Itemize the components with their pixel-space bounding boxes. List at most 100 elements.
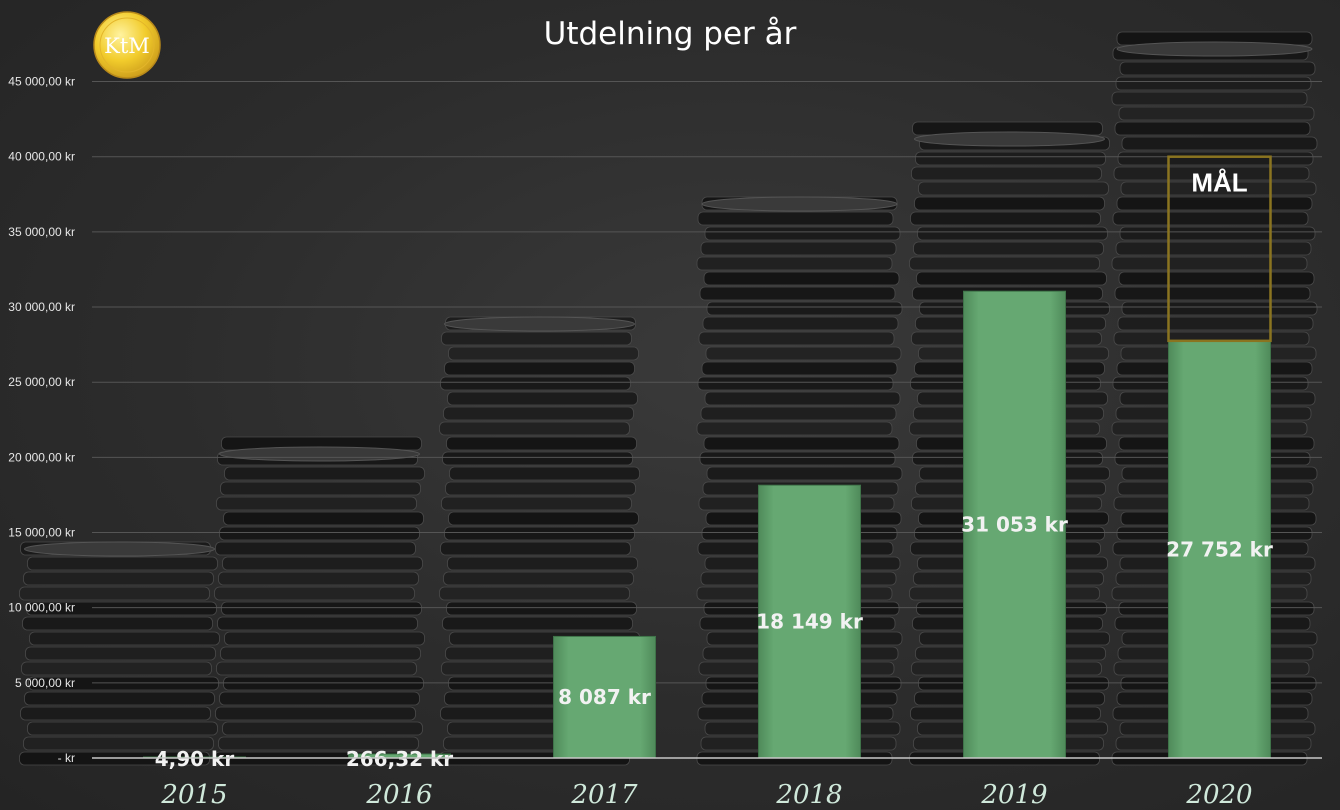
data-label: 18 149 kr — [756, 610, 863, 634]
coin-layer — [706, 301, 903, 316]
coin-layer — [20, 706, 211, 721]
data-label: 4,90 kr — [155, 747, 235, 771]
coin-layer — [706, 466, 903, 481]
coin-layer — [704, 391, 901, 406]
coin-layer — [911, 166, 1102, 181]
coin-layer — [1114, 121, 1311, 136]
coin-layer — [23, 571, 214, 586]
coin-layer — [215, 541, 416, 556]
coin-layer — [444, 526, 635, 541]
coin-layer — [696, 421, 893, 436]
coin-layer — [913, 241, 1104, 256]
y-tick-label: 25 000,00 kr — [8, 375, 75, 389]
coin-layer — [19, 586, 210, 601]
coin-layer — [704, 226, 901, 241]
bar — [758, 484, 861, 759]
coin-layer — [220, 481, 421, 496]
coin-layer — [446, 436, 637, 451]
coin-layer — [1118, 106, 1315, 121]
coin-top — [24, 541, 215, 557]
category-label: 2017 — [570, 780, 638, 810]
goal-label: MÅL — [1191, 168, 1247, 198]
y-tick-label: 10 000,00 kr — [8, 601, 75, 615]
coin-layer — [440, 376, 631, 391]
data-label: 8 087 kr — [558, 685, 651, 709]
ktm-logo: KtM — [93, 11, 161, 79]
chart-title: Utdelning per år — [544, 16, 797, 52]
coin-layer — [27, 721, 218, 736]
category-label: 2019 — [980, 780, 1047, 810]
bars — [143, 290, 1271, 759]
coin-top — [219, 446, 420, 462]
category-label: 2015 — [160, 780, 227, 810]
coin-layer — [224, 466, 425, 481]
coin-layer — [914, 196, 1105, 211]
coin-layer — [909, 256, 1100, 271]
coin-layer — [443, 406, 634, 421]
logo-text: KtM — [104, 34, 150, 58]
goal-marker: MÅL — [1167, 155, 1272, 343]
coin-layer — [1117, 316, 1314, 331]
goal-box — [1167, 155, 1272, 343]
category-label: 2018 — [775, 780, 842, 810]
coin-top — [1116, 41, 1313, 57]
coin-layer — [703, 271, 900, 286]
coin-layer — [705, 346, 902, 361]
y-tick-label: 20 000,00 kr — [8, 450, 75, 464]
y-tick-label: 5 000,00 kr — [15, 676, 75, 690]
coin-layer — [1114, 286, 1311, 301]
coin-top — [701, 196, 898, 212]
y-tick-label: 15 000,00 kr — [8, 526, 75, 540]
coin-layer — [219, 526, 420, 541]
category-label: 2016 — [365, 780, 432, 810]
coin-layer — [1119, 61, 1316, 76]
coin-layer — [216, 496, 417, 511]
coin-layer — [444, 361, 635, 376]
coin-layer — [217, 616, 418, 631]
coin-layer — [917, 226, 1108, 241]
coin-layer — [696, 256, 893, 271]
data-labels: 4,90 kr 266,32 kr 8 087 kr 18 149 kr 31 053 … — [155, 513, 1273, 771]
coin-layer — [1118, 271, 1315, 286]
coin-layer — [219, 691, 420, 706]
coin-layer — [703, 436, 900, 451]
coin-layer — [445, 481, 636, 496]
coin-layer — [439, 586, 630, 601]
coin-layer — [1111, 91, 1308, 106]
coin-layer — [27, 556, 218, 571]
coin-layer — [222, 721, 423, 736]
y-axis-tick-labels: - kr 5 000,00 kr 10 000,00 kr 15 000,00 kr 2… — [8, 75, 75, 765]
coin-layer — [218, 736, 419, 751]
coin-layer — [697, 211, 894, 226]
coin-layer — [916, 271, 1107, 286]
coin-layer — [442, 616, 633, 631]
coin-layer — [441, 331, 632, 346]
coin-layer — [439, 421, 630, 436]
y-tick-label: 35 000,00 kr — [8, 225, 75, 239]
coin-layer — [443, 571, 634, 586]
gridlines — [92, 81, 1322, 684]
category-label: 2020 — [1185, 780, 1252, 810]
data-label: 27 752 kr — [1166, 537, 1273, 561]
coin-layer — [447, 391, 638, 406]
coin-layer — [25, 646, 216, 661]
coin-layer — [1121, 301, 1318, 316]
coin-stack — [214, 436, 425, 766]
coin-layer — [910, 211, 1101, 226]
coin-layer — [448, 511, 639, 526]
coin-layer — [220, 646, 421, 661]
data-label: 31 053 kr — [961, 513, 1068, 537]
coin-layer — [22, 616, 213, 631]
coin-layer — [21, 661, 212, 676]
coin-layer — [442, 451, 633, 466]
coin-layer — [440, 541, 631, 556]
coin-layer — [449, 466, 640, 481]
data-label: 266,32 kr — [346, 747, 453, 771]
coin-layer — [1115, 76, 1312, 91]
background-coin-stacks — [19, 31, 1318, 766]
coin-layer — [214, 586, 415, 601]
x-axis-category-labels: 2015 2016 2017 2018 2019 2020 — [160, 780, 1252, 810]
coin-layer — [222, 556, 423, 571]
coin-layer — [215, 706, 416, 721]
